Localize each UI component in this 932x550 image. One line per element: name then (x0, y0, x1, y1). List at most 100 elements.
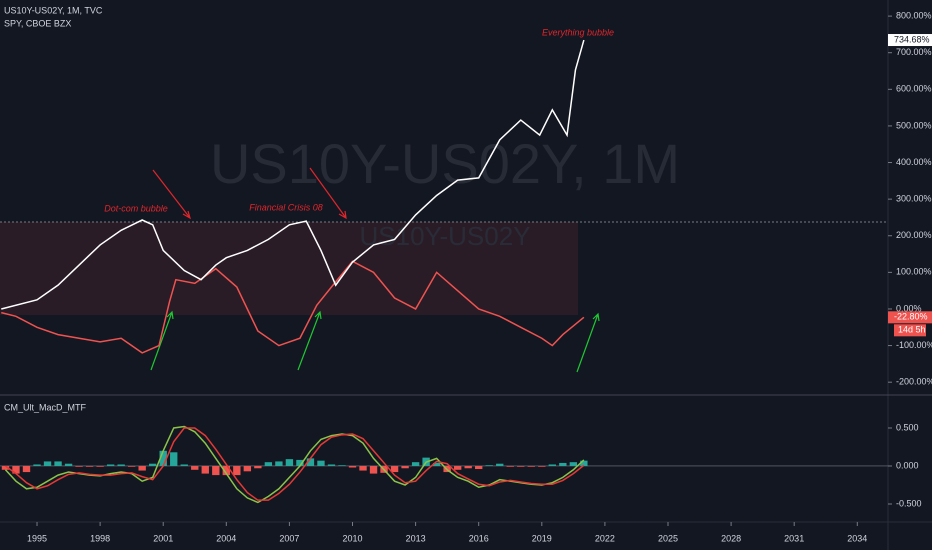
histogram-bar (506, 465, 514, 467)
x-tick-label: 2031 (784, 533, 804, 543)
histogram-bar (464, 465, 472, 469)
histogram-bar (117, 464, 125, 466)
histogram-bar (580, 460, 588, 466)
histogram-bar (96, 465, 104, 467)
histogram-bar (548, 464, 556, 466)
price-label: -22.80% (894, 312, 928, 322)
histogram-bar (1, 465, 10, 470)
countdown-box (894, 324, 926, 337)
macd-line (5, 427, 585, 501)
y-tick-label: 200.00% (896, 230, 932, 240)
histogram-bar (348, 465, 357, 468)
shaded-zone (0, 222, 578, 315)
x-tick-label: 2034 (847, 533, 867, 543)
histogram-bar (390, 465, 399, 473)
pane-title: CM_Ult_MacD_MTF (4, 402, 87, 412)
annotation: Everything bubble (542, 27, 614, 37)
histogram-bar (33, 464, 41, 466)
histogram-bar (22, 465, 31, 473)
histogram-bar (159, 450, 167, 466)
arrow (309, 167, 347, 220)
histogram-bar (327, 464, 336, 466)
histogram-bar (12, 465, 20, 474)
x-tick-label: 2004 (216, 533, 236, 543)
histogram-bar (496, 463, 504, 466)
histogram-bar (338, 465, 346, 466)
x-tick-label: 2025 (658, 533, 678, 543)
histogram-bar (127, 465, 136, 467)
histogram-bar (527, 465, 535, 467)
y-tick-label: -200.00% (896, 377, 932, 387)
x-tick-label: 1995 (27, 533, 47, 543)
histogram-bar (43, 461, 52, 466)
y-tick-label: 500.00% (896, 120, 932, 130)
histogram-bar (559, 462, 567, 466)
histogram-bar (401, 465, 409, 469)
x-tick-label: 2001 (153, 533, 173, 543)
y-tick-label: 300.00% (896, 194, 932, 204)
histogram-bar (275, 461, 283, 466)
green-arrows (150, 310, 600, 373)
price-label-box (888, 311, 932, 324)
x-tick-label: 2010 (342, 533, 362, 543)
histogram-bar (411, 462, 420, 466)
histogram-bar (222, 465, 230, 476)
histogram-bar (54, 461, 62, 466)
y-tick-label: 400.00% (896, 157, 932, 167)
y-tick-label: 0.500 (896, 422, 919, 432)
arrow (152, 169, 191, 220)
histogram-bar (296, 459, 304, 466)
histogram-bar (85, 465, 94, 467)
histogram-bar (212, 465, 220, 476)
y-tick-label: 600.00% (896, 84, 932, 94)
histogram-bar (201, 465, 209, 474)
watermark: US10Y-US02Y, 1M (210, 132, 680, 195)
histogram-bar (254, 465, 262, 469)
histogram-bar (317, 460, 325, 466)
histogram-bar (264, 462, 273, 466)
y-tick-label: 800.00% (896, 10, 932, 20)
histogram-bar (306, 458, 315, 466)
histogram-bar (180, 464, 188, 466)
histogram-bar (170, 452, 178, 466)
histogram-bar (453, 465, 462, 470)
x-tick-label: 2013 (406, 533, 426, 543)
y-tick-label: 0.000 (896, 460, 919, 470)
legend-entry: SPY, CBOE BZX (4, 18, 71, 28)
histogram-bar (233, 465, 241, 476)
x-tick-label: 2022 (595, 533, 615, 543)
histogram-bar (485, 465, 493, 466)
x-tick-label: 2019 (532, 533, 552, 543)
arrow (576, 312, 600, 373)
x-tick-label: 1998 (90, 533, 110, 543)
marks: 800.00% 700.00% 600.00% 500.00% 400.00% 300.0… (0, 10, 932, 543)
histogram-bar (517, 465, 525, 467)
histogram-bar (106, 464, 115, 466)
arrow (150, 310, 174, 371)
histogram-bar (243, 465, 252, 472)
histogram-bar (359, 465, 367, 471)
y-tick-label: -100.00% (896, 340, 932, 350)
x-tick-label: 2028 (721, 533, 741, 543)
red-arrows (152, 167, 347, 220)
histogram-bar (569, 462, 578, 466)
price-label-box (888, 34, 932, 47)
histogram-bar (149, 463, 157, 466)
annotation: Dot-com bubble (104, 203, 168, 213)
arrow (297, 310, 322, 371)
histogram-bar (191, 465, 199, 470)
histogram-bar (285, 459, 294, 466)
histogram-bar (64, 463, 73, 466)
series-line (1, 39, 585, 310)
histogram-bar (369, 465, 378, 474)
price-label: 734.68% (894, 34, 930, 44)
watermark-small: US10Y-US02Y (359, 221, 530, 251)
annotation: Financial Crisis 08 (249, 202, 323, 212)
histogram-bar (538, 465, 546, 467)
histogram-bar (475, 465, 483, 470)
countdown: 14d 5h (898, 325, 926, 335)
legend-entry: US10Y-US02Y, 1M, TVC (4, 5, 103, 15)
